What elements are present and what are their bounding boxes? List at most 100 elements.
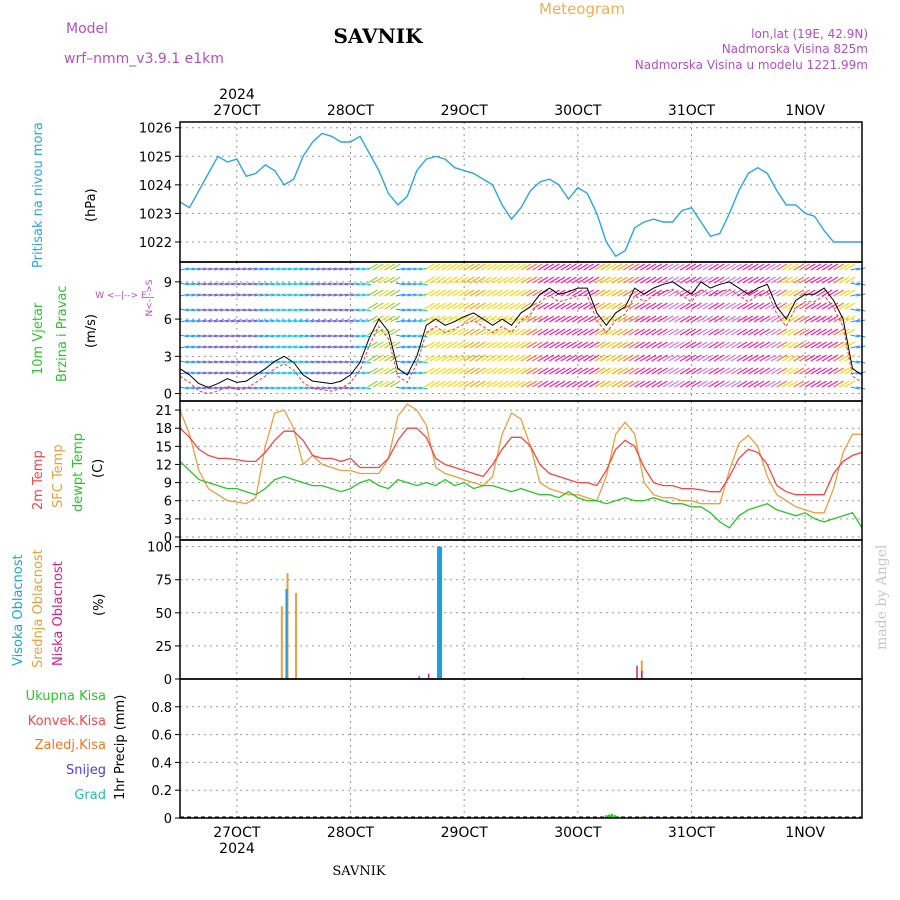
wind-barb: [719, 263, 731, 271]
wind-barb: [600, 328, 611, 336]
wind-barb: [708, 302, 719, 310]
y-tick-label: 75: [155, 574, 172, 589]
wind-barb: [640, 276, 651, 284]
wind-barb: [577, 354, 589, 362]
wind-barb: [645, 328, 657, 336]
wind-barb: [327, 371, 337, 375]
y-tick-label: 3: [164, 350, 172, 365]
wind-barb: [384, 380, 395, 388]
wind-barb: [248, 308, 258, 312]
wind-barb: [299, 319, 309, 323]
wind-barb: [458, 315, 469, 323]
wind-barb: [833, 276, 844, 284]
wind-barb: [304, 308, 315, 312]
y-tick-label: 1023: [139, 207, 172, 222]
y-tick-label: 0.2: [151, 784, 172, 799]
wind-barb: [713, 380, 725, 388]
wind-barb: [691, 315, 702, 323]
wind-barb: [844, 380, 856, 388]
wind-barb: [310, 282, 320, 286]
footer-station: SAVNIK: [332, 864, 386, 879]
wind-barb: [259, 308, 269, 312]
wind-barb: [242, 267, 252, 271]
wind-barb: [503, 380, 515, 388]
wind-barb: [265, 319, 275, 323]
wind-barb: [696, 276, 708, 284]
wind-barb: [429, 354, 441, 362]
wind-barb: [770, 276, 782, 284]
wind-barb: [424, 341, 435, 349]
wind-barb: [208, 334, 218, 338]
wind-barb: [321, 360, 332, 364]
wind-barb: [469, 328, 481, 336]
wind-barb: [475, 354, 486, 362]
wind-barb: [441, 263, 452, 271]
wind-barb: [236, 293, 246, 297]
wind-barb: [310, 293, 320, 297]
wind-barb: [532, 367, 543, 375]
wind-barb: [219, 334, 229, 338]
wind-barb: [816, 380, 827, 388]
wind-barb: [838, 354, 850, 362]
wind-barb: [520, 315, 532, 323]
wind-barb: [486, 315, 498, 323]
wind-barb: [435, 380, 447, 388]
wind-barb: [537, 263, 549, 271]
wind-barb: [759, 341, 770, 349]
wind-barb: [799, 315, 810, 323]
wind-barb: [628, 328, 640, 336]
wind-barb: [543, 341, 555, 349]
wind-barb: [270, 345, 281, 349]
wind-barb: [520, 302, 532, 310]
wind-barb: [600, 289, 611, 297]
wind-barb: [668, 328, 680, 336]
wind-barb: [463, 289, 475, 297]
wind-barb: [231, 282, 241, 286]
wind-barb: [480, 315, 492, 323]
wind-barb: [231, 308, 241, 312]
wind-barb: [463, 380, 475, 388]
wind-barb: [441, 315, 452, 323]
wind-barb: [691, 354, 702, 362]
wind-barb: [702, 380, 714, 388]
wind-barb: [713, 289, 725, 297]
wind-barb: [657, 380, 668, 388]
wind-barb: [554, 367, 566, 375]
wind-barb: [713, 302, 725, 310]
wind-barb: [719, 328, 731, 336]
wind-barb: [725, 289, 736, 297]
wind-barb: [736, 380, 748, 388]
wind-barb: [554, 328, 566, 336]
wind-barb: [469, 341, 481, 349]
wind-barb: [759, 367, 770, 375]
wind-barb: [821, 276, 833, 284]
wind-barb: [213, 267, 224, 271]
wind-barb: [748, 315, 759, 323]
wind-barb: [850, 308, 860, 312]
wind-barb: [571, 341, 583, 349]
wind-barb: [560, 367, 572, 375]
wind-barb: [458, 328, 469, 336]
wind-barb: [231, 319, 241, 323]
wind-barb: [821, 315, 833, 323]
wind-barb: [492, 341, 503, 349]
wind-barb: [424, 367, 435, 375]
wind-barb: [748, 380, 759, 388]
wind-barb: [748, 367, 759, 375]
wind-barb: [719, 367, 731, 375]
wind-barb: [435, 289, 447, 297]
wind-barb: [486, 367, 498, 375]
wind-barb: [304, 267, 315, 271]
y-tick-label: 1026: [139, 122, 172, 137]
wind-barb: [600, 263, 611, 271]
wind-barb: [776, 302, 788, 310]
wind-barb: [418, 282, 428, 286]
wind-barb: [287, 386, 298, 390]
wind-barb: [799, 276, 810, 284]
wind-barb: [810, 354, 822, 362]
wind-barb: [304, 360, 315, 364]
wind-barb: [765, 263, 776, 271]
wind-barb: [282, 319, 292, 323]
wind-barb: [804, 315, 816, 323]
panel-frame-pressure: [179, 121, 863, 263]
